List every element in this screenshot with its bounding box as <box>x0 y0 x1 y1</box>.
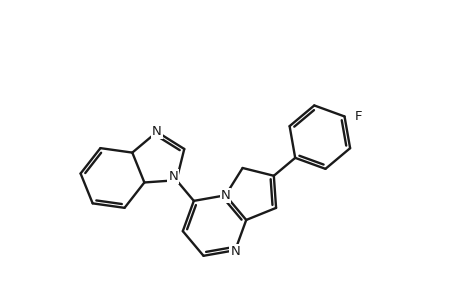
Text: N: N <box>168 170 178 183</box>
Text: N: N <box>220 189 230 202</box>
Text: N: N <box>230 245 240 258</box>
Text: F: F <box>354 110 361 123</box>
Text: N: N <box>152 125 162 138</box>
